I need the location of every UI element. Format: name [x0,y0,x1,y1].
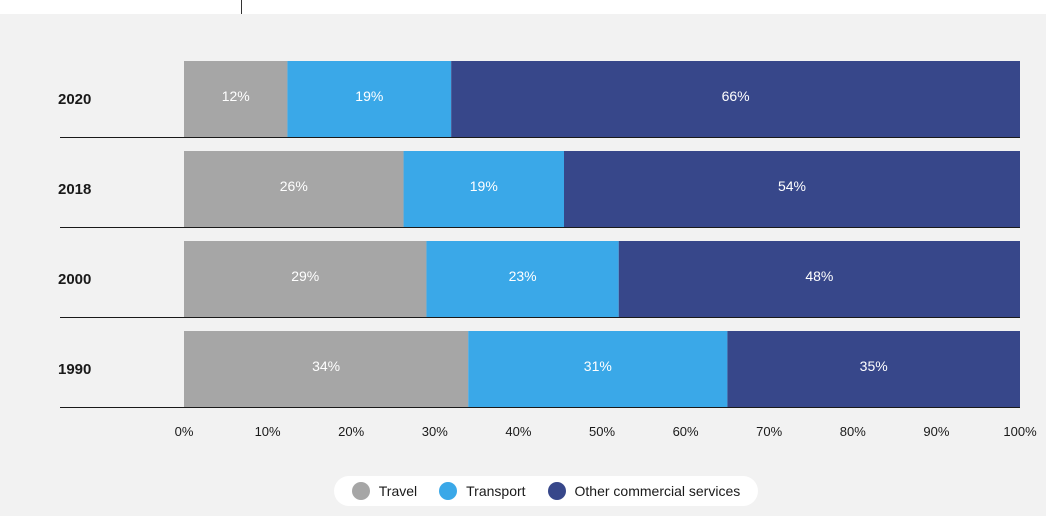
category-label-2020: 2020 [58,91,91,108]
x-tick-label-40: 40% [505,424,531,439]
data-label-1990-other-commercial-services: 35% [860,358,888,374]
legend-swatch-travel [351,482,370,500]
bar-segment-1990-other-commercial-services [727,331,1020,407]
bar-segment-2018-travel [184,151,404,227]
legend-label-transport: Transport [466,483,526,499]
chart-panel: 2020 12% 19% 66% 2018 26% 19% 54% 2000 29% 23% 48% 1… [0,14,1046,516]
x-tick-label-100: 100% [1003,424,1037,439]
data-label-2018-travel: 26% [280,178,308,194]
data-label-2020-travel: 12% [222,88,250,104]
bar-segment-2000-other-commercial-services [618,241,1020,317]
bar-segment-2020-travel [184,61,288,137]
x-tick-label-30: 30% [422,424,448,439]
data-label-2020-other-commercial-services: 66% [722,88,750,104]
legend-item-transport: Transport [439,482,526,500]
x-tick-label-50: 50% [589,424,615,439]
bar-segment-1990-travel [184,331,469,407]
legend-item-other: Other commercial services [547,482,741,500]
x-tick-label-0: 0% [175,424,194,439]
bar-segment-2020-other-commercial-services [451,61,1020,137]
x-tick-label-90: 90% [923,424,949,439]
legend-swatch-transport [439,482,458,500]
legend-label-travel: Travel [378,483,418,499]
x-tick-label-80: 80% [840,424,866,439]
top-divider-tick [241,0,242,14]
data-label-1990-transport: 31% [584,358,612,374]
bar-segment-2018-transport [403,151,564,227]
x-tick-label-10: 10% [255,424,281,439]
data-label-1990-travel: 34% [312,358,340,374]
data-label-2000-travel: 29% [291,268,319,284]
x-tick-label-60: 60% [673,424,699,439]
data-label-2018-transport: 19% [470,178,498,194]
data-label-2018-other-commercial-services: 54% [778,178,806,194]
bar-segment-1990-transport [468,331,728,407]
legend-item-travel: Travel [351,482,418,500]
chart-legend: Travel Transport Other commercial servic… [334,476,758,506]
bar-segment-2020-transport [287,61,452,137]
category-label-2000: 2000 [58,271,91,288]
bar-segment-2000-travel [184,241,427,317]
bar-segment-2018-other-commercial-services [564,151,1020,227]
bar-segment-2000-transport [426,241,619,317]
category-label-1990: 1990 [58,361,91,378]
stacked-bar-chart: 2020 12% 19% 66% 2018 26% 19% 54% 2000 29% 23% 48% 1… [58,61,1037,439]
legend-label-other: Other commercial services [574,483,741,499]
x-tick-label-20: 20% [338,424,364,439]
data-label-2020-transport: 19% [355,88,383,104]
data-label-2000-transport: 23% [509,268,537,284]
legend-swatch-other [547,482,566,500]
category-label-2018: 2018 [58,181,91,198]
data-label-2000-other-commercial-services: 48% [805,268,833,284]
x-tick-label-70: 70% [756,424,782,439]
